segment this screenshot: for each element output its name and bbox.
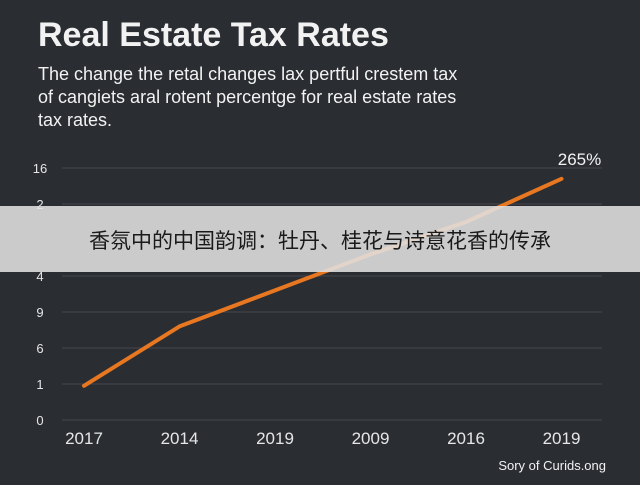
subtitle-line: of cangiets aral rotent percentge for re… — [38, 87, 456, 107]
y-tick-label: 9 — [36, 305, 43, 320]
y-tick-label: 16 — [33, 161, 47, 176]
source: Sory of Curids.ong — [498, 458, 606, 473]
annotation: 265% — [558, 150, 601, 169]
x-tick-label: 2014 — [161, 429, 199, 448]
x-tick-label: 2019 — [256, 429, 294, 448]
x-tick-label: 2016 — [447, 429, 485, 448]
y-tick-label: 4 — [36, 269, 43, 284]
y-tick-label: 0 — [36, 413, 43, 428]
x-tick-label: 2019 — [543, 429, 581, 448]
banner — [0, 206, 640, 272]
y-tick-label: 1 — [36, 377, 43, 392]
subtitle-line: The change the retal changes lax pertful… — [38, 64, 457, 84]
banner-text: 香氛中的中国韵调：牡丹、桂花与诗意花香的传承 — [89, 230, 551, 253]
x-tick-label: 2009 — [352, 429, 390, 448]
y-tick-label: 6 — [36, 341, 43, 356]
subtitle-line: tax rates. — [38, 110, 112, 130]
chart-title: Real Estate Tax Rates — [38, 16, 389, 54]
y-tick-label: 2 — [36, 197, 43, 212]
x-tick-label: 2017 — [65, 429, 103, 448]
